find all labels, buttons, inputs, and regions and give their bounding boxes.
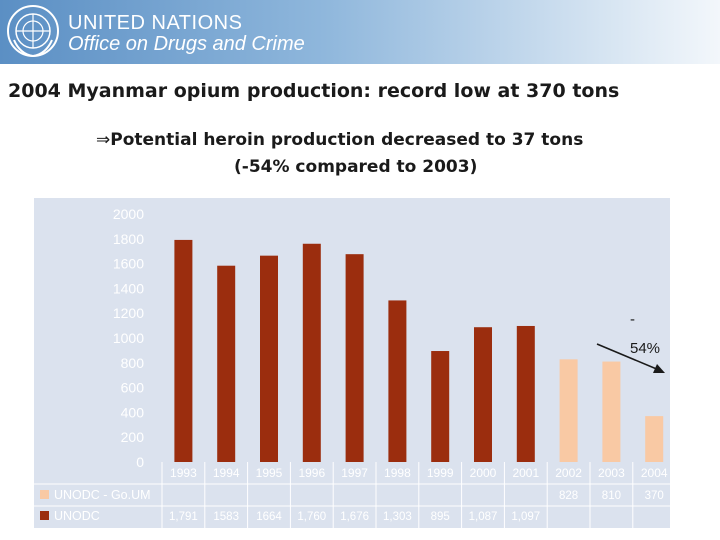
legend-swatch-gou-m [40, 490, 49, 499]
table-cell: 1,097 [511, 511, 540, 523]
bar-unodc-2001 [516, 325, 535, 462]
bar-chart: 0 200 400 600 800 1000 1200 1400 1600 1800 2000 199… [34, 206, 670, 528]
bar-unodc-1995 [260, 255, 278, 462]
x-tick-label: 2001 [512, 466, 539, 480]
table-cell: 828 [559, 490, 578, 502]
x-tick-label: 2002 [555, 466, 582, 480]
legend-label: UNODC [54, 509, 100, 523]
annotation-arrow-line [596, 343, 660, 371]
bar-unodc-1999 [431, 351, 450, 462]
y-tick-label: 600 [121, 380, 145, 396]
subtitle-line-1: ⇒Potential heroin production decreased t… [96, 127, 636, 154]
subtitle-line-2: (-54% compared to 2003) [234, 157, 478, 177]
bar-unodc-1996 [302, 243, 321, 462]
bar-unodc-1998 [388, 300, 407, 462]
legend-swatch-unodc [40, 511, 49, 520]
x-tick-label: 1998 [384, 466, 411, 480]
y-tick-label: 1400 [113, 280, 144, 296]
x-tick-label: 1993 [170, 466, 197, 480]
header-banner: UNITED NATIONS Office on Drugs and Crime [0, 0, 720, 64]
table-cell: 1,087 [469, 511, 498, 523]
x-tick-label: 2000 [470, 466, 497, 480]
x-tick-label: 1996 [298, 466, 325, 480]
chart-panel: 0 200 400 600 800 1000 1200 1400 1600 1800 2000 199… [34, 198, 670, 528]
x-tick-label: 2003 [598, 466, 625, 480]
bar-gou-m-2003 [602, 361, 621, 462]
bar-unodc-2000 [474, 327, 492, 462]
y-tick-label: 800 [121, 355, 145, 371]
subtitle-text-1: Potential heroin production decreased to… [110, 130, 584, 150]
x-tick-label: 2004 [641, 466, 668, 480]
table-cell: 1583 [213, 511, 239, 523]
y-tick-label: 1800 [113, 231, 144, 247]
table-cell: 370 [645, 490, 664, 502]
y-tick-label: 2000 [113, 206, 144, 222]
y-tick-label: 200 [121, 429, 145, 445]
annotation-arrowhead-icon [653, 364, 665, 373]
y-tick-label: 1000 [113, 330, 144, 346]
slide-subtitle: ⇒Potential heroin production decreased t… [96, 127, 636, 181]
x-tick-label: 1999 [427, 466, 454, 480]
table-cell: 1,791 [169, 511, 198, 523]
table-cell: 1,760 [297, 511, 326, 523]
bar-unodc-1997 [345, 254, 364, 462]
table-cell: 810 [602, 490, 621, 502]
table-cell: 1,303 [383, 511, 412, 523]
slide-title: 2004 Myanmar opium production: record lo… [8, 80, 620, 102]
table-cell: 895 [431, 511, 450, 523]
x-tick-label: 1995 [256, 466, 283, 480]
org-name: UNITED NATIONS [68, 12, 243, 34]
bar-gou-m-2002 [559, 359, 578, 462]
table-cell: 1,676 [340, 511, 369, 523]
x-tick-label: 1994 [213, 466, 240, 480]
y-tick-label: 1600 [113, 256, 144, 272]
bar-unodc-1993 [174, 239, 193, 462]
y-tick-label: 400 [121, 404, 145, 420]
un-emblem-icon [6, 4, 60, 58]
implies-arrow-icon: ⇒ [96, 130, 111, 150]
annotation-dash: - [630, 311, 635, 328]
bar-unodc-1994 [217, 265, 236, 462]
y-tick-label: 1200 [113, 305, 144, 321]
legend-label: UNODC - Go.UM [54, 488, 151, 502]
org-subtitle: Office on Drugs and Crime [68, 33, 305, 55]
table-cell: 1664 [256, 511, 282, 523]
bar-gou-m-2004 [645, 416, 664, 462]
y-tick-label: 0 [136, 454, 144, 470]
annotation-percent: 54% [630, 340, 660, 357]
x-tick-label: 1997 [341, 466, 368, 480]
